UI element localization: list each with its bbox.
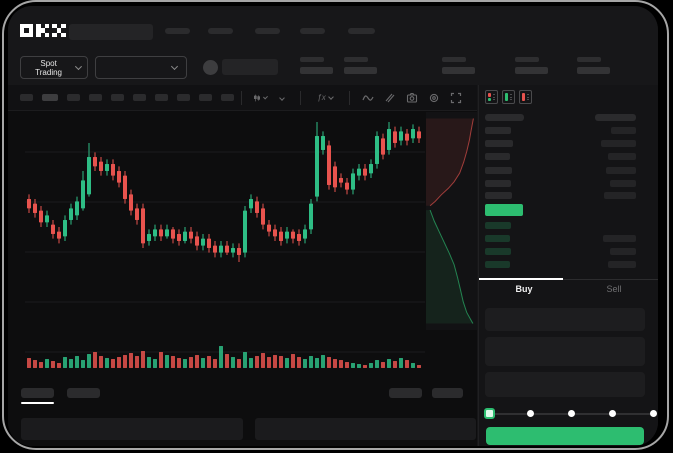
amount-slider-handle-0pct[interactable] xyxy=(484,408,495,419)
orderbook-view-bids-icon[interactable] xyxy=(502,90,515,104)
order-history-tab[interactable] xyxy=(67,388,100,398)
pair-name-placeholder xyxy=(222,59,278,75)
market-selector-button[interactable]: Spot Trading xyxy=(20,56,88,79)
orderbook-view-both-icon[interactable] xyxy=(485,90,498,104)
tab-buy[interactable]: Buy xyxy=(515,284,533,294)
camera-snapshot-icon[interactable] xyxy=(405,91,419,105)
tabs-divider xyxy=(479,279,658,280)
nav-item-4[interactable] xyxy=(300,28,325,34)
bid-row[interactable] xyxy=(485,261,636,268)
chevron-down-icon xyxy=(327,93,334,100)
slider-stop-100pct[interactable] xyxy=(650,410,657,417)
bid-row[interactable] xyxy=(485,248,636,255)
toolbar-divider xyxy=(300,90,301,105)
buy-submit-button[interactable] xyxy=(486,427,644,445)
open-orders-table-placeholder xyxy=(21,418,243,440)
ticker-stat-volume xyxy=(577,57,610,74)
timeframe-8[interactable] xyxy=(177,94,190,101)
last-price-highlight[interactable] xyxy=(485,204,523,216)
orderbook-view-asks-icon[interactable] xyxy=(519,90,532,104)
ticker-stat-high xyxy=(442,57,475,74)
line-drawing-icon[interactable] xyxy=(361,91,375,105)
toolbar-divider xyxy=(241,90,242,105)
timeframe-5[interactable] xyxy=(111,94,124,101)
timeframe-1[interactable] xyxy=(20,94,33,101)
market-selector-label: Spot Trading xyxy=(35,58,62,77)
compare-layers-icon[interactable] xyxy=(383,91,397,105)
chevron-down-icon xyxy=(263,94,268,99)
tab-sell[interactable]: Sell xyxy=(606,284,622,294)
footer-action-2[interactable] xyxy=(432,388,463,398)
ask-row[interactable] xyxy=(485,167,636,174)
chevron-down-icon xyxy=(75,63,83,70)
ask-row[interactable] xyxy=(485,192,636,199)
ask-row[interactable] xyxy=(485,127,636,134)
order-details-table-placeholder xyxy=(255,418,476,440)
toolbar-divider xyxy=(349,90,350,105)
depth-chart-panel xyxy=(426,112,477,330)
ask-row[interactable] xyxy=(485,140,636,147)
orders-tab-active[interactable] xyxy=(21,388,54,398)
timeframe-4[interactable] xyxy=(89,94,102,101)
buy-tab-underline xyxy=(479,278,563,280)
timeframe-10[interactable] xyxy=(221,94,234,101)
slider-stop-75pct[interactable] xyxy=(609,410,616,417)
timeframe-2-active[interactable] xyxy=(42,94,58,101)
fullscreen-icon[interactable] xyxy=(449,91,463,105)
nav-item-3[interactable] xyxy=(255,28,280,34)
ticker-stat-change xyxy=(344,57,377,74)
price-input-placeholder[interactable] xyxy=(485,308,645,331)
okx-trading-app: Spot Trading xyxy=(8,6,658,446)
chevron-down-icon xyxy=(279,94,285,101)
timeframe-6[interactable] xyxy=(133,94,146,101)
pair-select-dropdown[interactable] xyxy=(95,56,187,79)
timeframe-3[interactable] xyxy=(67,94,80,101)
bid-row[interactable] xyxy=(485,235,636,242)
search-bar-placeholder[interactable] xyxy=(69,24,153,40)
indicators-icon[interactable]: ƒx xyxy=(312,91,338,105)
chart-section: ƒx xyxy=(8,85,477,446)
slider-stop-25pct[interactable] xyxy=(527,410,534,417)
orderbook-col-header-price xyxy=(485,114,524,121)
ticker-stat-last-price xyxy=(300,57,333,74)
ask-row[interactable] xyxy=(485,153,636,160)
timeframe-7[interactable] xyxy=(155,94,168,101)
orderbook-col-header-amount xyxy=(595,114,636,121)
nav-item-2[interactable] xyxy=(208,28,233,34)
chart-type-icon[interactable] xyxy=(253,91,268,105)
okx-logo[interactable] xyxy=(20,24,66,38)
total-input-placeholder[interactable] xyxy=(485,372,645,397)
chevron-down-icon xyxy=(170,62,179,71)
trade-panel: Buy Sell xyxy=(478,85,658,446)
ask-row[interactable] xyxy=(485,180,636,187)
timeframe-9[interactable] xyxy=(199,94,212,101)
chart-toolbar: ƒx xyxy=(8,85,477,111)
candlestick-chart[interactable] xyxy=(25,112,425,368)
orders-tab-underline xyxy=(21,402,54,404)
okx-logo-letter-o xyxy=(20,24,34,38)
okx-logo-letter-k xyxy=(36,24,50,38)
okx-logo-letter-x xyxy=(52,24,66,38)
ticker-stat-low xyxy=(515,57,548,74)
interval-dropdown-icon[interactable] xyxy=(275,91,289,105)
nav-item-5[interactable] xyxy=(348,28,375,34)
top-header: Spot Trading xyxy=(8,6,658,85)
amount-input-placeholder[interactable] xyxy=(485,337,645,366)
coin-avatar xyxy=(203,60,218,75)
footer-action-1[interactable] xyxy=(389,388,422,398)
bid-row[interactable] xyxy=(485,222,636,229)
depth-chart[interactable] xyxy=(426,112,477,330)
settings-gear-icon[interactable] xyxy=(427,91,441,105)
nav-item-1[interactable] xyxy=(165,28,190,34)
slider-stop-50pct[interactable] xyxy=(568,410,575,417)
